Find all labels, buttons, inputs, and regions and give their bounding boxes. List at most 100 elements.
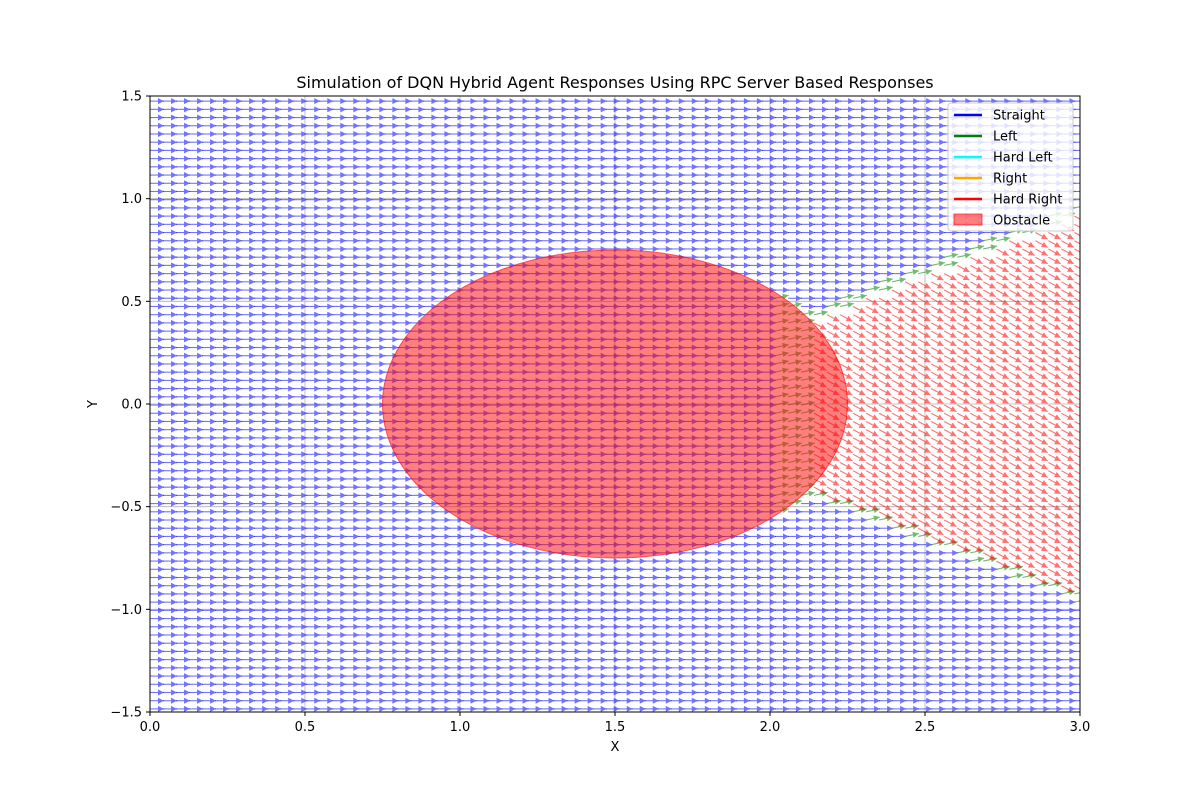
arrow-straight <box>696 681 711 688</box>
arrow-straight <box>189 681 204 688</box>
arrow-straight <box>397 607 412 614</box>
arrow-straight <box>358 705 373 712</box>
arrow-straight <box>801 615 815 622</box>
arrow-straight <box>319 615 334 622</box>
arrow-straight <box>1048 640 1063 647</box>
arrow-straight <box>371 632 386 638</box>
arrow-straight <box>996 615 1011 622</box>
arrow-straight <box>280 697 295 704</box>
arrow-straight <box>345 673 360 680</box>
arrow-straight <box>957 664 972 671</box>
arrow-straight <box>931 705 946 712</box>
arrow-straight <box>566 673 581 680</box>
arrow-straight <box>280 656 295 663</box>
arrow-straight <box>241 705 256 712</box>
arrow-straight <box>592 656 607 663</box>
arrow-straight <box>618 656 633 663</box>
arrow-straight <box>761 640 776 647</box>
arrow-straight <box>970 607 985 614</box>
arrow-straight <box>462 648 477 655</box>
arrow-straight <box>332 664 347 671</box>
arrow-straight <box>241 632 256 638</box>
arrow-straight <box>853 664 868 671</box>
arrow-straight <box>840 664 855 671</box>
arrow-straight <box>436 664 451 671</box>
arrow-straight <box>228 681 243 688</box>
arrow-straight <box>1048 705 1063 712</box>
arrow-straight <box>1061 697 1076 704</box>
arrow-straight <box>605 697 620 704</box>
arrow-straight <box>514 607 529 614</box>
arrow-straight <box>1074 659 1080 661</box>
arrow-straight <box>657 615 672 622</box>
arrow-straight <box>970 705 985 712</box>
arrow-straight <box>892 640 907 647</box>
arrow-straight <box>358 697 373 704</box>
arrow-straight <box>774 656 789 663</box>
arrow-straight <box>644 689 659 696</box>
arrow-straight <box>462 656 477 663</box>
arrow-straight <box>748 689 763 696</box>
arrow-straight <box>853 689 868 696</box>
arrow-straight <box>892 615 907 622</box>
arrow-straight <box>644 705 659 712</box>
arrow-straight <box>319 623 334 630</box>
arrow-straight <box>814 656 829 663</box>
arrow-straight <box>1035 697 1050 704</box>
arrow-straight <box>670 623 685 630</box>
arrow-straight <box>814 689 829 696</box>
arrow-straight <box>1022 623 1037 630</box>
arrow-straight <box>189 673 204 680</box>
arrow-straight <box>879 673 894 680</box>
arrow-straight <box>735 640 750 647</box>
arrow-straight <box>228 697 243 704</box>
arrow-straight <box>918 632 933 638</box>
arrow-straight <box>722 673 737 680</box>
arrow-straight <box>410 673 425 680</box>
arrow-straight <box>631 640 646 647</box>
arrow-straight <box>761 673 776 680</box>
arrow-straight <box>384 623 399 630</box>
arrow-straight <box>306 615 321 622</box>
arrow-straight <box>397 615 412 622</box>
arrow-straight <box>176 664 191 671</box>
arrow-straight <box>254 705 269 712</box>
arrow-straight <box>345 632 360 638</box>
arrow-straight <box>423 623 438 630</box>
arrow-straight <box>944 681 959 688</box>
arrow-straight <box>761 632 776 638</box>
arrow-straight <box>918 640 933 647</box>
arrow-straight <box>345 681 360 688</box>
arrow-straight <box>957 607 972 614</box>
arrow-straight <box>397 681 412 688</box>
arrow-straight <box>293 664 308 671</box>
arrow-straight <box>827 656 842 663</box>
arrow-straight <box>267 632 282 638</box>
arrow-straight <box>410 607 425 614</box>
arrow-straight <box>241 623 256 630</box>
arrow-straight <box>722 623 737 630</box>
arrow-straight <box>475 681 490 688</box>
arrow-straight <box>254 673 269 680</box>
arrow-straight <box>410 648 425 655</box>
arrow-straight <box>384 607 399 614</box>
arrow-straight <box>189 615 204 622</box>
arrow-straight <box>670 656 685 663</box>
arrow-straight <box>254 607 269 614</box>
arrow-straight <box>293 656 308 663</box>
arrow-straight <box>1009 623 1024 630</box>
arrow-straight <box>696 673 711 680</box>
arrow-straight <box>592 681 607 688</box>
arrow-straight <box>787 648 802 655</box>
arrow-straight <box>892 623 907 630</box>
arrow-straight <box>787 689 802 696</box>
arrow-straight <box>345 623 360 630</box>
arrow-straight <box>748 648 763 655</box>
arrow-straight <box>866 656 881 663</box>
arrow-straight <box>163 623 178 630</box>
arrow-straight <box>944 705 959 712</box>
arrow-straight <box>371 705 386 712</box>
arrow-straight <box>644 664 659 671</box>
arrow-straight <box>605 681 620 688</box>
arrow-straight <box>449 615 464 622</box>
